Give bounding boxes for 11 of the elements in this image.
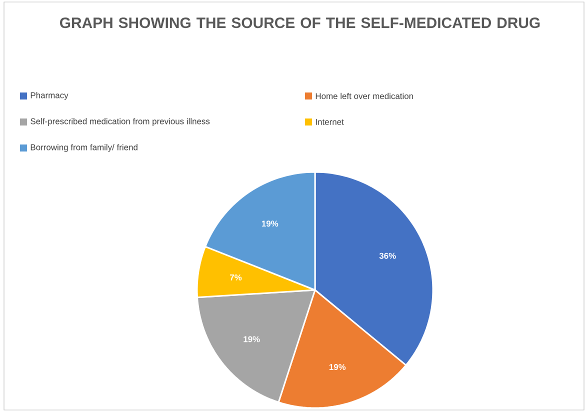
data-label: 7% [230,274,242,280]
data-label: 19% [244,336,260,342]
data-label: 19% [329,364,346,370]
legend-label: Internet [316,119,344,125]
data-label: 36% [379,252,396,259]
data-label: 19% [262,220,278,227]
legend-label: Borrowing from family/ friend [30,144,138,152]
legend-label: Self-prescribed medication from previous illness [30,118,210,126]
legend-label: Home left over medication [316,92,414,100]
legend-label: Pharmacy [30,92,68,100]
chart-title: GRAPH SHOWING THE SOURCE OF THE SELF-MEDICATED DRUG [60,18,540,28]
